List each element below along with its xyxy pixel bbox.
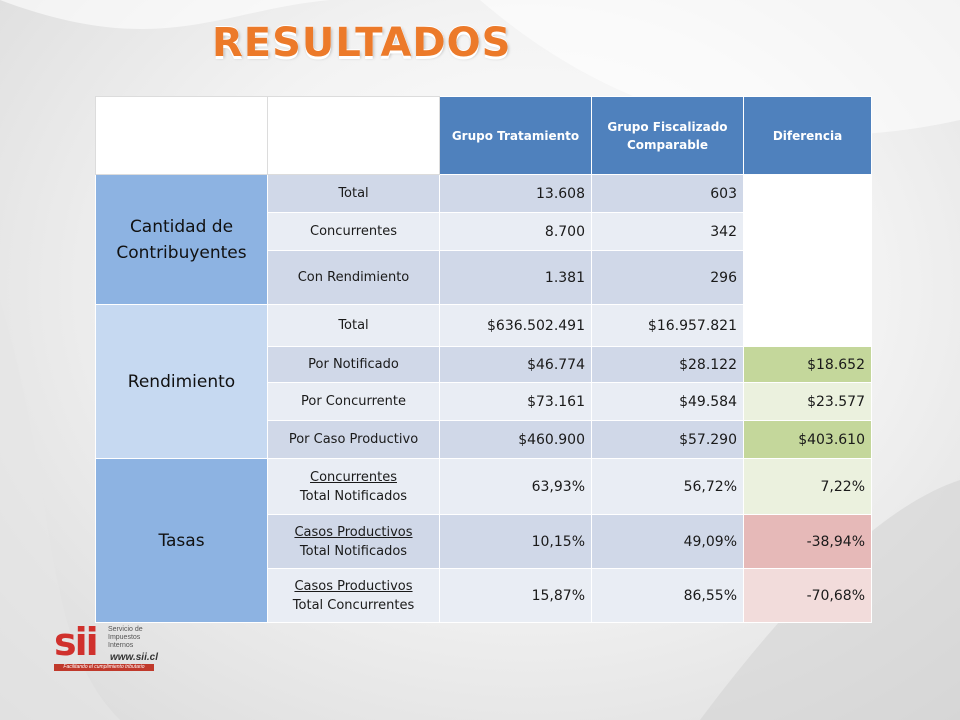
value-fiscalizado: 342 — [591, 212, 744, 251]
sii-logo-mark: sii — [54, 620, 99, 664]
table-row: Casos Productivos Total Notificados 10,1… — [96, 514, 872, 569]
value-fiscalizado: 56,72% — [591, 458, 744, 515]
value-fiscalizado: $28.122 — [591, 346, 744, 383]
value-tratamiento: 13.608 — [439, 174, 592, 213]
value-tratamiento: $460.900 — [439, 420, 592, 459]
results-table: Grupo Tratamiento Grupo Fiscalizado Comp… — [95, 96, 872, 623]
value-tratamiento: 15,87% — [439, 568, 592, 623]
table-row: Casos Productivos Total Concurrentes 15,… — [96, 568, 872, 623]
rate-numerator: Casos Productivos — [294, 524, 413, 540]
value-fiscalizado: $16.957.821 — [591, 304, 744, 347]
value-tratamiento: $46.774 — [439, 346, 592, 383]
row-label: Concurrentes — [267, 212, 440, 251]
table-row: Concurrentes 8.700 342 — [96, 212, 872, 251]
row-label: Concurrentes Total Notificados — [267, 458, 440, 515]
rate-denominator: Total Notificados — [299, 488, 408, 504]
value-fiscalizado: $57.290 — [591, 420, 744, 459]
value-fiscalizado: 296 — [591, 250, 744, 305]
page-title: RESULTADOS — [212, 20, 512, 66]
row-label: Con Rendimiento — [267, 250, 440, 305]
sii-logo-tagline: Facilitando el cumplimiento tributario — [54, 664, 154, 671]
rate-denominator: Total Concurrentes — [292, 597, 415, 613]
table-row: Por Notificado $46.774 $28.122 $18.652 — [96, 346, 872, 383]
group-cantidad-contribuyentes: Cantidad de Contribuyentes — [95, 174, 268, 305]
rate-numerator: Casos Productivos — [294, 578, 413, 594]
row-label: Total — [267, 304, 440, 347]
table-row: Rendimiento Total $636.502.491 $16.957.8… — [95, 304, 872, 459]
row-label: Casos Productivos Total Notificados — [267, 514, 440, 569]
value-diferencia: -38,94% — [743, 514, 872, 569]
group-tasas: Tasas — [95, 458, 268, 623]
value-tratamiento: 63,93% — [439, 458, 592, 515]
header-blank-2 — [267, 96, 440, 175]
row-label: Por Concurrente — [267, 382, 440, 421]
value-fiscalizado: 603 — [591, 174, 744, 213]
header-diferencia: Diferencia — [743, 96, 872, 175]
value-fiscalizado: 86,55% — [591, 568, 744, 623]
table-row: Por Caso Productivo $460.900 $57.290 $40… — [96, 420, 872, 459]
value-tratamiento: $636.502.491 — [439, 304, 592, 347]
header-row: Grupo Tratamiento Grupo Fiscalizado Comp… — [95, 96, 872, 175]
value-tratamiento: 8.700 — [439, 212, 592, 251]
value-diferencia: $23.577 — [743, 382, 872, 421]
value-tratamiento: $73.161 — [439, 382, 592, 421]
row-label: Total — [267, 174, 440, 213]
value-fiscalizado: $49.584 — [591, 382, 744, 421]
rate-denominator: Total Notificados — [299, 543, 408, 559]
row-label: Por Caso Productivo — [267, 420, 440, 459]
header-grupo-fiscalizado: Grupo Fiscalizado Comparable — [591, 96, 744, 175]
header-blank-1 — [95, 96, 268, 175]
row-label: Por Notificado — [267, 346, 440, 383]
value-diferencia-empty — [743, 174, 872, 347]
value-fiscalizado: 49,09% — [591, 514, 744, 569]
sii-logo-url: www.sii.cl — [110, 652, 158, 663]
value-tratamiento: 10,15% — [439, 514, 592, 569]
table-row: Por Concurrente $73.161 $49.584 $23.577 — [96, 382, 872, 421]
row-label: Casos Productivos Total Concurrentes — [267, 568, 440, 623]
sii-logo: sii Servicio de Impuestos Internos www.s… — [50, 622, 160, 672]
group-rendimiento: Rendimiento — [95, 304, 268, 459]
value-diferencia: $18.652 — [743, 346, 872, 383]
table-row: Con Rendimiento 1.381 296 — [96, 250, 872, 305]
value-diferencia: -70,68% — [743, 568, 872, 623]
sii-logo-name: Servicio de Impuestos Internos — [108, 626, 143, 649]
table-row: Cantidad de Contribuyentes Total 13.608 … — [95, 174, 872, 347]
value-diferencia: $403.610 — [743, 420, 872, 459]
header-grupo-tratamiento: Grupo Tratamiento — [439, 96, 592, 175]
table-row: Tasas Concurrentes Total Notificados 63,… — [95, 458, 872, 623]
value-tratamiento: 1.381 — [439, 250, 592, 305]
value-diferencia: 7,22% — [743, 458, 872, 515]
rate-numerator: Concurrentes — [310, 469, 397, 485]
